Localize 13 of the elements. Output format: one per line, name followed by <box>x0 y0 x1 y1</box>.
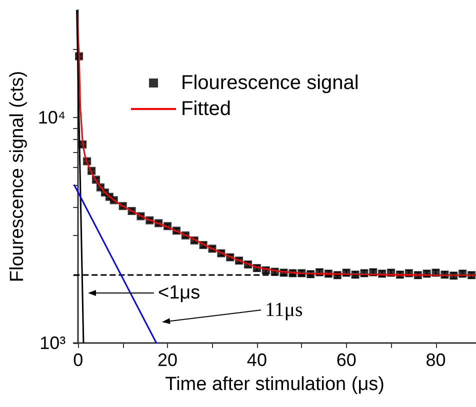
x-tick-label: 80 <box>426 350 446 370</box>
annotation: 11μs <box>265 299 303 321</box>
x-tick-label: 40 <box>246 350 267 370</box>
legend-label: Flourescence signal <box>181 72 359 94</box>
x-axis-title: Time after stimulation (μs) <box>165 374 384 395</box>
legend-label: Fitted <box>181 98 232 120</box>
x-tick-label: 0 <box>73 350 84 370</box>
x-tick-label: 20 <box>158 350 178 370</box>
y-axis-title: Flourescence signal (cts) <box>7 70 28 282</box>
y-tick-label: 10⁴ <box>38 108 66 128</box>
x-tick-label: 60 <box>336 350 356 370</box>
y-tick-label: 10³ <box>40 333 66 353</box>
annotation: <1μs <box>158 282 200 304</box>
